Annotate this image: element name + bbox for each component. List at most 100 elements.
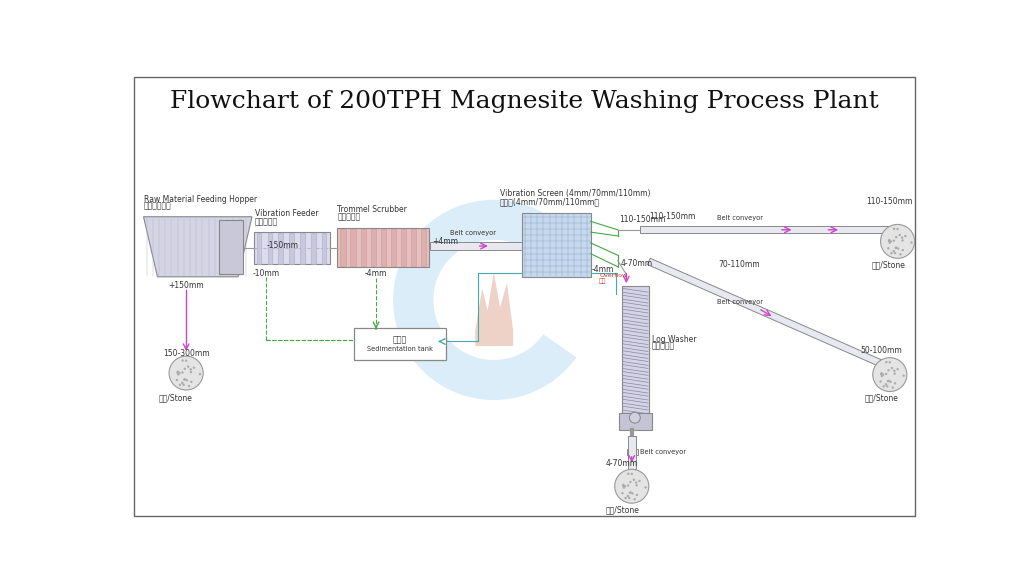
- Circle shape: [623, 484, 625, 486]
- Circle shape: [896, 368, 899, 370]
- FancyBboxPatch shape: [340, 229, 346, 266]
- Circle shape: [630, 412, 640, 423]
- Circle shape: [893, 228, 895, 230]
- Circle shape: [895, 236, 897, 238]
- FancyBboxPatch shape: [300, 233, 305, 264]
- Circle shape: [628, 497, 631, 499]
- Circle shape: [183, 367, 186, 370]
- Circle shape: [880, 380, 882, 383]
- Circle shape: [886, 385, 889, 387]
- FancyBboxPatch shape: [400, 229, 407, 266]
- Text: 110-150mm: 110-150mm: [649, 212, 695, 221]
- Text: 振动筛(4mm/70mm/110mm）: 振动筛(4mm/70mm/110mm）: [500, 197, 600, 206]
- Circle shape: [181, 382, 183, 384]
- Circle shape: [638, 480, 641, 482]
- Circle shape: [891, 367, 893, 369]
- Text: Belt conveyor: Belt conveyor: [717, 215, 763, 221]
- Text: 4-70mm: 4-70mm: [621, 259, 653, 268]
- Text: 70-110mm: 70-110mm: [719, 260, 760, 269]
- FancyBboxPatch shape: [618, 413, 652, 430]
- Circle shape: [636, 484, 638, 487]
- Circle shape: [622, 485, 625, 487]
- Text: +150mm: +150mm: [168, 281, 204, 291]
- Circle shape: [893, 239, 895, 242]
- Text: 沉淀池: 沉淀池: [393, 335, 408, 345]
- Text: 溢流: 溢流: [599, 279, 606, 285]
- FancyBboxPatch shape: [322, 233, 327, 264]
- Circle shape: [199, 373, 201, 375]
- Circle shape: [887, 369, 890, 372]
- Circle shape: [181, 371, 183, 373]
- Circle shape: [889, 380, 892, 383]
- Text: Flowchart of 200TPH Magnesite Washing Process Plant: Flowchart of 200TPH Magnesite Washing Pr…: [170, 90, 880, 113]
- Circle shape: [887, 380, 889, 382]
- Circle shape: [893, 370, 896, 372]
- Circle shape: [895, 247, 898, 249]
- Circle shape: [182, 383, 184, 386]
- FancyBboxPatch shape: [360, 229, 366, 266]
- Circle shape: [904, 235, 906, 237]
- Circle shape: [888, 239, 891, 241]
- Circle shape: [178, 372, 180, 375]
- Circle shape: [630, 491, 632, 494]
- Circle shape: [185, 360, 187, 362]
- Circle shape: [627, 484, 629, 487]
- Circle shape: [894, 252, 896, 254]
- Circle shape: [185, 379, 188, 382]
- Circle shape: [169, 356, 203, 390]
- Circle shape: [897, 247, 899, 250]
- Circle shape: [885, 373, 888, 375]
- Text: 4-70mm: 4-70mm: [605, 459, 638, 468]
- Circle shape: [881, 372, 883, 375]
- Circle shape: [894, 382, 896, 384]
- FancyBboxPatch shape: [267, 233, 272, 264]
- FancyBboxPatch shape: [337, 228, 429, 266]
- Circle shape: [189, 371, 193, 373]
- Polygon shape: [647, 258, 885, 367]
- Circle shape: [633, 478, 635, 481]
- Circle shape: [644, 486, 647, 488]
- Circle shape: [888, 380, 890, 382]
- FancyBboxPatch shape: [311, 233, 315, 264]
- Circle shape: [894, 373, 896, 375]
- Circle shape: [885, 361, 888, 363]
- Circle shape: [895, 247, 897, 249]
- Text: 110-150mm: 110-150mm: [866, 197, 912, 206]
- Circle shape: [901, 249, 904, 251]
- FancyBboxPatch shape: [257, 233, 261, 264]
- Circle shape: [176, 372, 179, 374]
- Circle shape: [881, 375, 884, 377]
- Circle shape: [183, 378, 185, 381]
- FancyBboxPatch shape: [411, 229, 417, 266]
- Text: +4mm: +4mm: [432, 237, 458, 246]
- Text: 石头/Stone: 石头/Stone: [605, 505, 639, 514]
- Text: Sedimentation tank: Sedimentation tank: [367, 346, 433, 352]
- Text: 振动给料机: 振动给料机: [255, 217, 279, 226]
- Circle shape: [627, 473, 630, 475]
- FancyBboxPatch shape: [640, 227, 888, 233]
- FancyBboxPatch shape: [391, 229, 396, 266]
- Circle shape: [872, 357, 907, 392]
- Text: 石头/Stone: 石头/Stone: [159, 393, 193, 402]
- Polygon shape: [219, 220, 243, 274]
- FancyBboxPatch shape: [279, 233, 283, 264]
- Circle shape: [190, 380, 193, 383]
- Text: 150-300mm: 150-300mm: [163, 349, 210, 357]
- Circle shape: [189, 368, 191, 370]
- Circle shape: [631, 473, 633, 475]
- Text: Vibration Feeder: Vibration Feeder: [255, 210, 318, 218]
- Circle shape: [885, 383, 887, 386]
- Circle shape: [631, 492, 634, 495]
- Text: Vibration Screen (4mm/70mm/110mm): Vibration Screen (4mm/70mm/110mm): [500, 189, 650, 198]
- Circle shape: [187, 366, 189, 368]
- Circle shape: [893, 250, 895, 252]
- Text: 110-150mm: 110-150mm: [620, 215, 666, 224]
- Circle shape: [177, 373, 179, 376]
- Circle shape: [892, 386, 894, 389]
- Circle shape: [629, 481, 632, 483]
- Circle shape: [183, 378, 186, 380]
- Circle shape: [176, 379, 178, 381]
- Circle shape: [193, 366, 196, 369]
- Circle shape: [624, 485, 627, 487]
- FancyBboxPatch shape: [354, 328, 445, 360]
